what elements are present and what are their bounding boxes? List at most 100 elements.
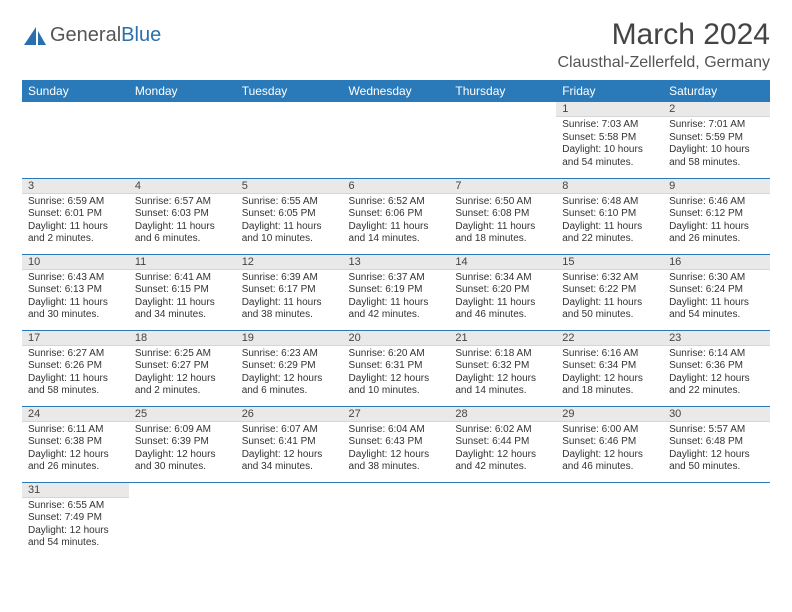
week-row: 17Sunrise: 6:27 AMSunset: 6:26 PMDayligh… <box>22 330 770 406</box>
day-cell: 16Sunrise: 6:30 AMSunset: 6:24 PMDayligh… <box>663 254 770 330</box>
day-details: Sunrise: 7:01 AMSunset: 5:59 PMDaylight:… <box>663 117 770 173</box>
sunrise-line: Sunrise: 6:57 AM <box>135 196 230 209</box>
sunrise-line: Sunrise: 6:02 AM <box>455 424 550 437</box>
day-details: Sunrise: 6:48 AMSunset: 6:10 PMDaylight:… <box>556 194 663 250</box>
day-cell: 11Sunrise: 6:41 AMSunset: 6:15 PMDayligh… <box>129 254 236 330</box>
day-details: Sunrise: 6:07 AMSunset: 6:41 PMDaylight:… <box>236 422 343 478</box>
sunset-line: Sunset: 6:32 PM <box>455 360 550 373</box>
sunrise-line: Sunrise: 6:00 AM <box>562 424 657 437</box>
day-cell: 25Sunrise: 6:09 AMSunset: 6:39 PMDayligh… <box>129 406 236 482</box>
daylight-line: Daylight: 12 hours and 22 minutes. <box>669 373 764 398</box>
day-number: 5 <box>236 179 343 194</box>
day-details: Sunrise: 6:04 AMSunset: 6:43 PMDaylight:… <box>343 422 450 478</box>
day-details: Sunrise: 6:09 AMSunset: 6:39 PMDaylight:… <box>129 422 236 478</box>
day-cell: 10Sunrise: 6:43 AMSunset: 6:13 PMDayligh… <box>22 254 129 330</box>
sunrise-line: Sunrise: 6:39 AM <box>242 272 337 285</box>
sunrise-line: Sunrise: 6:52 AM <box>349 196 444 209</box>
day-header: Wednesday <box>343 80 450 102</box>
daylight-line: Daylight: 11 hours and 10 minutes. <box>242 221 337 246</box>
page-header: GeneralBlue March 2024 Clausthal-Zellerf… <box>22 18 770 72</box>
sunset-line: Sunset: 6:08 PM <box>455 208 550 221</box>
sunset-line: Sunset: 6:06 PM <box>349 208 444 221</box>
sunrise-line: Sunrise: 6:41 AM <box>135 272 230 285</box>
day-details: Sunrise: 6:23 AMSunset: 6:29 PMDaylight:… <box>236 346 343 402</box>
day-header: Tuesday <box>236 80 343 102</box>
sunset-line: Sunset: 6:29 PM <box>242 360 337 373</box>
sunset-line: Sunset: 6:17 PM <box>242 284 337 297</box>
day-cell: 4Sunrise: 6:57 AMSunset: 6:03 PMDaylight… <box>129 178 236 254</box>
daylight-line: Daylight: 11 hours and 50 minutes. <box>562 297 657 322</box>
day-number: 15 <box>556 255 663 270</box>
day-header: Saturday <box>663 80 770 102</box>
daylight-line: Daylight: 12 hours and 50 minutes. <box>669 449 764 474</box>
day-number: 17 <box>22 331 129 346</box>
daylight-line: Daylight: 11 hours and 38 minutes. <box>242 297 337 322</box>
daylight-line: Daylight: 10 hours and 54 minutes. <box>562 144 657 169</box>
daylight-line: Daylight: 12 hours and 18 minutes. <box>562 373 657 398</box>
daylight-line: Daylight: 11 hours and 46 minutes. <box>455 297 550 322</box>
day-cell: 28 Sunrise: 6:02 AMSunset: 6:44 PMDayligh… <box>449 406 556 482</box>
day-cell: 14Sunrise: 6:34 AMSunset: 6:20 PMDayligh… <box>449 254 556 330</box>
day-cell <box>343 482 450 558</box>
daylight-line: Daylight: 12 hours and 6 minutes. <box>242 373 337 398</box>
sunset-line: Sunset: 6:31 PM <box>349 360 444 373</box>
daylight-line: Daylight: 11 hours and 22 minutes. <box>562 221 657 246</box>
sunrise-line: Sunrise: 7:03 AM <box>562 119 657 132</box>
day-cell <box>556 482 663 558</box>
sunset-line: Sunset: 6:44 PM <box>455 436 550 449</box>
day-cell: 6Sunrise: 6:52 AMSunset: 6:06 PMDaylight… <box>343 178 450 254</box>
day-number: 13 <box>343 255 450 270</box>
sunset-line: Sunset: 6:19 PM <box>349 284 444 297</box>
day-details: Sunrise: 6:00 AMSunset: 6:46 PMDaylight:… <box>556 422 663 478</box>
sunrise-line: Sunrise: 6:43 AM <box>28 272 123 285</box>
daylight-line: Daylight: 12 hours and 46 minutes. <box>562 449 657 474</box>
day-details: Sunrise: 7:03 AMSunset: 5:58 PMDaylight:… <box>556 117 663 173</box>
day-cell: 13Sunrise: 6:37 AMSunset: 6:19 PMDayligh… <box>343 254 450 330</box>
sunrise-line: Sunrise: 6:20 AM <box>349 348 444 361</box>
day-cell: 18Sunrise: 6:25 AMSunset: 6:27 PMDayligh… <box>129 330 236 406</box>
day-details: Sunrise: 6:11 AMSunset: 6:38 PMDaylight:… <box>22 422 129 478</box>
day-cell <box>22 102 129 178</box>
day-cell <box>663 482 770 558</box>
daylight-line: Daylight: 12 hours and 2 minutes. <box>135 373 230 398</box>
sunrise-line: Sunrise: 6:34 AM <box>455 272 550 285</box>
day-cell: 26Sunrise: 6:07 AMSunset: 6:41 PMDayligh… <box>236 406 343 482</box>
sunset-line: Sunset: 6:34 PM <box>562 360 657 373</box>
day-details: Sunrise: 6:59 AMSunset: 6:01 PMDaylight:… <box>22 194 129 250</box>
week-row: 31Sunrise: 6:55 AMSunset: 7:49 PMDayligh… <box>22 482 770 558</box>
day-cell <box>343 102 450 178</box>
day-details: Sunrise: 6:55 AMSunset: 7:49 PMDaylight:… <box>22 498 129 554</box>
sunset-line: Sunset: 6:05 PM <box>242 208 337 221</box>
day-number: 28 <box>449 407 556 422</box>
day-cell: 8Sunrise: 6:48 AMSunset: 6:10 PMDaylight… <box>556 178 663 254</box>
day-details: Sunrise: 6:52 AMSunset: 6:06 PMDaylight:… <box>343 194 450 250</box>
daylight-line: Daylight: 11 hours and 34 minutes. <box>135 297 230 322</box>
month-title: March 2024 <box>557 18 770 52</box>
sunset-line: Sunset: 6:26 PM <box>28 360 123 373</box>
day-details: Sunrise: 6:34 AMSunset: 6:20 PMDaylight:… <box>449 270 556 326</box>
day-number: 16 <box>663 255 770 270</box>
week-row: 3Sunrise: 6:59 AMSunset: 6:01 PMDaylight… <box>22 178 770 254</box>
sunrise-line: Sunrise: 5:57 AM <box>669 424 764 437</box>
daylight-line: Daylight: 12 hours and 34 minutes. <box>242 449 337 474</box>
day-number: 25 <box>129 407 236 422</box>
day-number: 30 <box>663 407 770 422</box>
day-details: Sunrise: 6:30 AMSunset: 6:24 PMDaylight:… <box>663 270 770 326</box>
logo-text-blue: Blue <box>121 24 161 46</box>
daylight-line: Daylight: 12 hours and 10 minutes. <box>349 373 444 398</box>
day-cell: 23Sunrise: 6:14 AMSunset: 6:36 PMDayligh… <box>663 330 770 406</box>
day-number: 18 <box>129 331 236 346</box>
day-number: 20 <box>343 331 450 346</box>
daylight-line: Daylight: 11 hours and 54 minutes. <box>669 297 764 322</box>
day-cell: 7Sunrise: 6:50 AMSunset: 6:08 PMDaylight… <box>449 178 556 254</box>
logo: GeneralBlue <box>22 24 161 47</box>
daylight-line: Daylight: 12 hours and 42 minutes. <box>455 449 550 474</box>
day-details: Sunrise: 6:57 AMSunset: 6:03 PMDaylight:… <box>129 194 236 250</box>
day-number: 7 <box>449 179 556 194</box>
day-number: 31 <box>22 483 129 498</box>
sunset-line: Sunset: 6:41 PM <box>242 436 337 449</box>
sunrise-line: Sunrise: 6:23 AM <box>242 348 337 361</box>
day-cell <box>236 102 343 178</box>
sunset-line: Sunset: 6:03 PM <box>135 208 230 221</box>
day-cell: 19Sunrise: 6:23 AMSunset: 6:29 PMDayligh… <box>236 330 343 406</box>
